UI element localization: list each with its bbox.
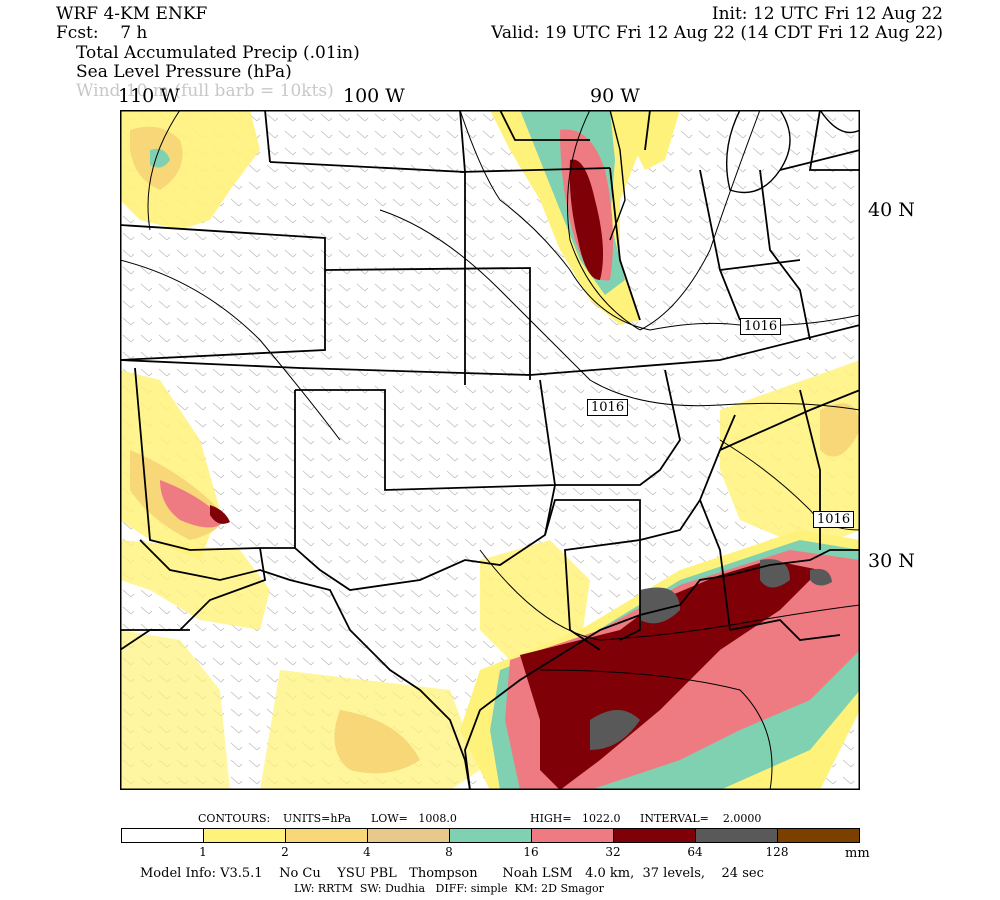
colorbar-swatch: [285, 828, 368, 843]
lat-label-30n: 30 N: [868, 550, 915, 572]
colorbar-swatch: [449, 828, 532, 843]
colorbar-tick-label: 2: [281, 845, 289, 859]
lon-label-110w: 110 W: [118, 85, 180, 107]
contours-units: UNITS=hPa: [283, 812, 351, 825]
colorbar-tick-label: 128: [765, 845, 789, 859]
colorbar-units: mm: [845, 846, 870, 861]
contours-low: LOW= 1008.0: [371, 812, 457, 825]
colorbar-tick-label: 16: [523, 845, 539, 859]
isobar-label: 1016: [813, 511, 855, 528]
colorbar-tick-label: 4: [363, 845, 371, 859]
contours-interval: INTERVAL= 2.0000: [640, 812, 762, 825]
field-wind-label: Wind 10 m (full barb = 10kts): [76, 81, 334, 101]
contours-high: HIGH= 1022.0: [530, 812, 621, 825]
colorbar-swatch: [613, 828, 696, 843]
contours-label: CONTOURS:: [198, 812, 271, 825]
lat-label-40n: 40 N: [868, 199, 915, 221]
isobar-label: 1016: [740, 318, 782, 335]
field-precip-label: Total Accumulated Precip (.01in): [76, 43, 360, 63]
physics-info: LW: RRTM SW: Dudhia DIFF: simple KM: 2D …: [294, 882, 604, 895]
colorbar-swatch: [777, 828, 860, 843]
init-time: Init: 12 UTC Fri 12 Aug 22: [711, 4, 943, 24]
colorbar-tick-label: 1: [199, 845, 207, 859]
forecast-hour: Fcst: 7 h: [56, 23, 148, 43]
colorbar-tick-label: 32: [605, 845, 621, 859]
valid-time: Valid: 19 UTC Fri 12 Aug 22 (14 CDT Fri …: [491, 23, 943, 43]
coastline: [120, 390, 860, 790]
model-name: WRF 4-KM ENKF: [56, 4, 208, 24]
precip-shading: [120, 110, 860, 790]
lon-label-100w: 100 W: [343, 85, 405, 107]
isobar-label: 1016: [587, 399, 629, 416]
colorbar-tick-label: 64: [687, 845, 703, 859]
colorbar-swatch: [367, 828, 450, 843]
great-lakes-shoreline: [609, 110, 860, 241]
precip-map: [120, 110, 860, 790]
model-info: Model Info: V3.5.1 No Cu YSU PBL Thompso…: [140, 866, 764, 881]
colorbar-swatch: [695, 828, 778, 843]
state-boundaries: [120, 110, 860, 651]
colorbar-swatch: [121, 828, 204, 843]
lon-label-90w: 90 W: [590, 85, 640, 107]
colorbar-swatch: [531, 828, 614, 843]
colorbar-swatch: [203, 828, 286, 843]
colorbar-tick-label: 8: [445, 845, 453, 859]
field-slp-label: Sea Level Pressure (hPa): [76, 62, 292, 82]
